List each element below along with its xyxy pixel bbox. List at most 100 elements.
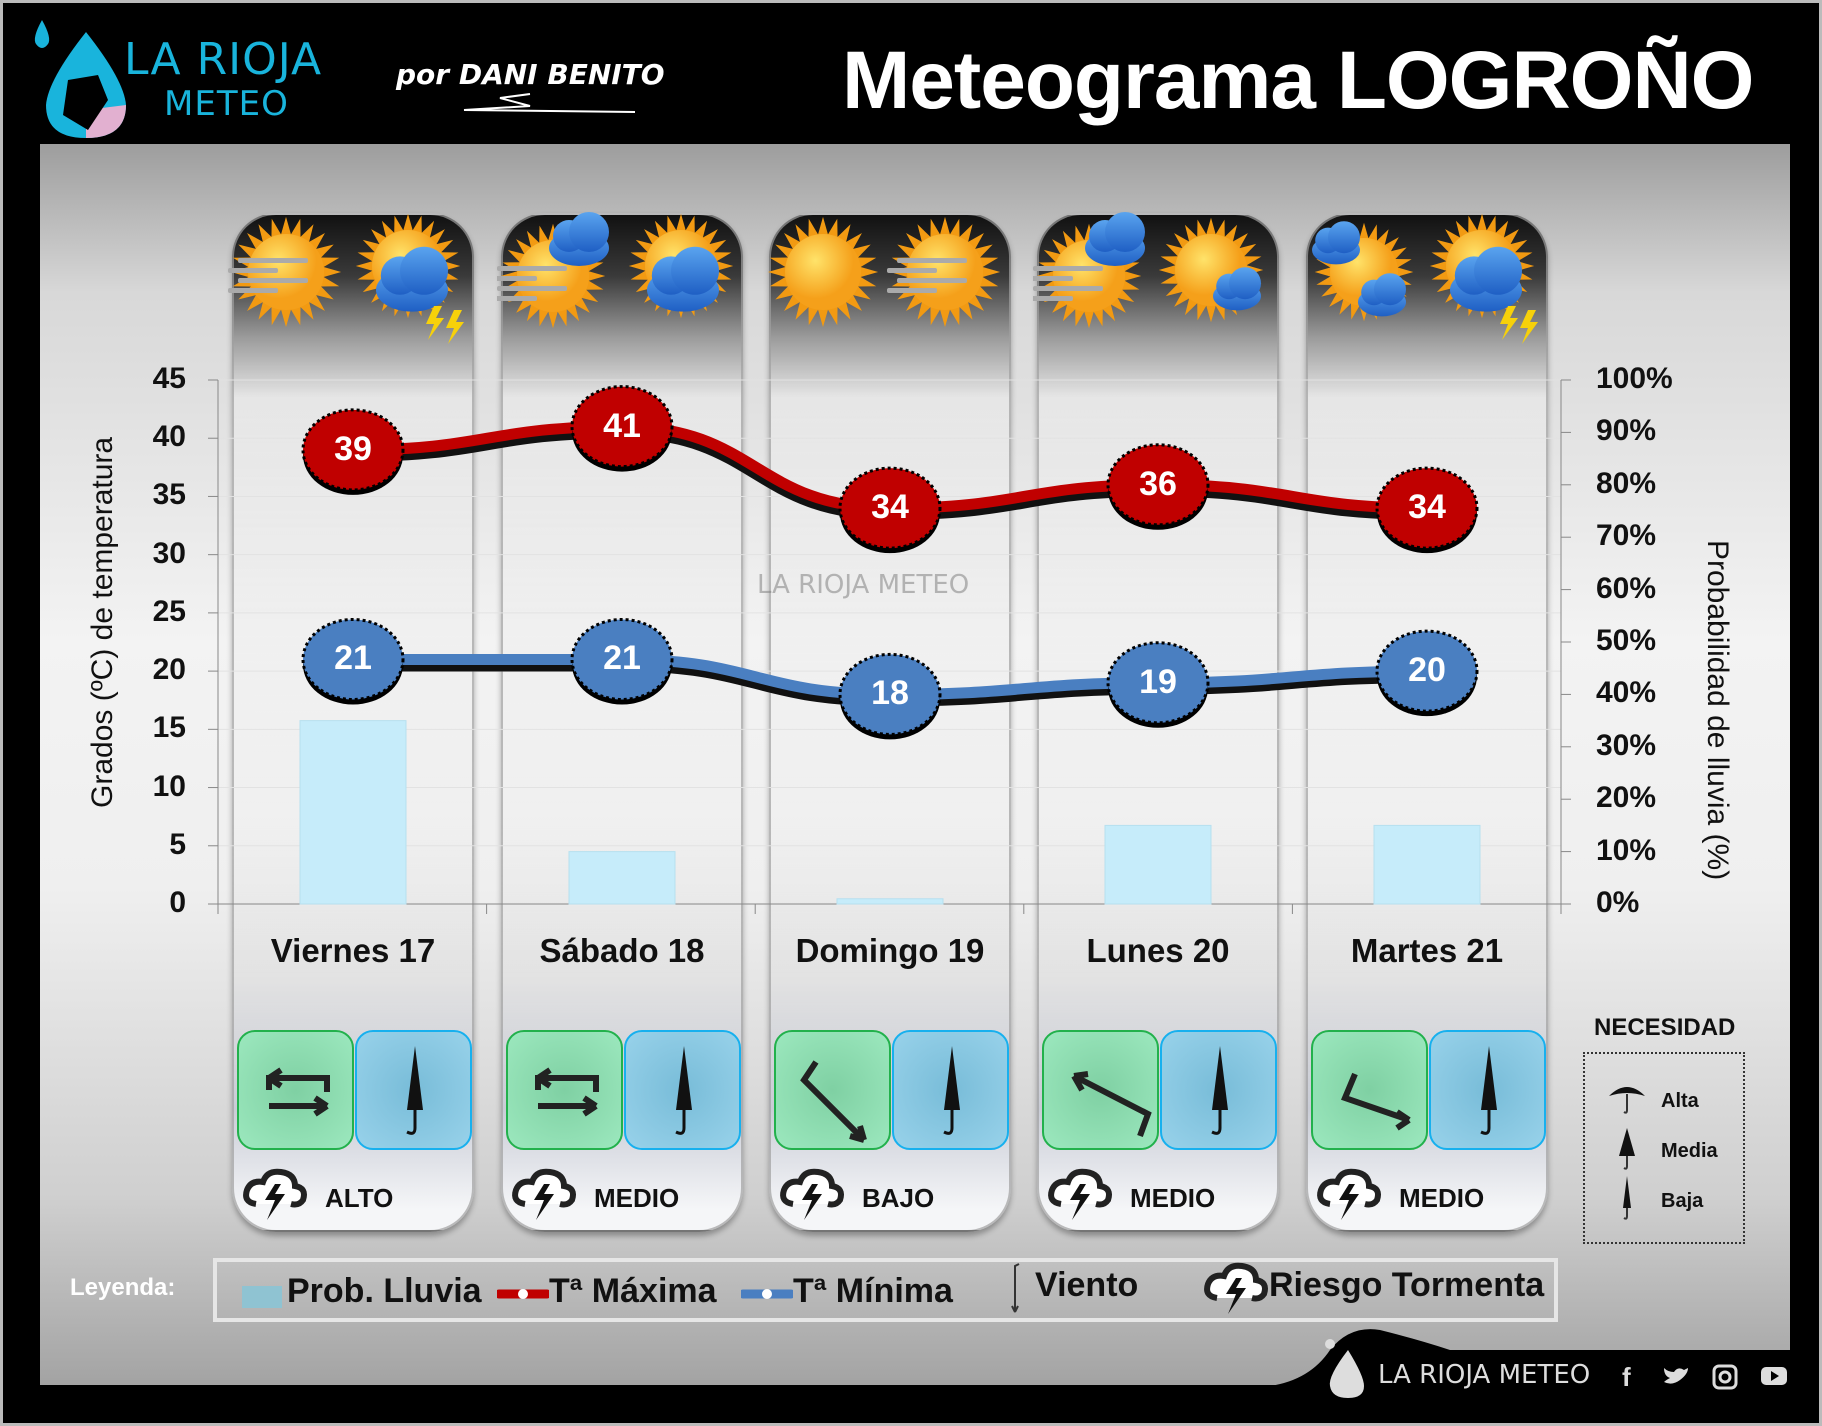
- storm-icon: [1046, 1166, 1116, 1228]
- partly-cloudy-storm-icon: [1429, 213, 1538, 344]
- logo-line1: LA RIOJA: [124, 34, 323, 85]
- tmax-value-label: 39: [334, 429, 372, 468]
- day-label: Lunes 20: [1086, 932, 1230, 969]
- day-label: Sábado 18: [539, 932, 705, 969]
- y-tick-label: 30: [152, 536, 186, 570]
- wind-box: [1311, 1030, 1428, 1150]
- y-tick-label: 35: [152, 478, 186, 512]
- y-tick-label: 45: [152, 362, 186, 395]
- umbrella-half-icon: [1619, 1128, 1635, 1170]
- umbrella-box: [1160, 1030, 1277, 1150]
- y-tick-label: 25: [152, 594, 186, 628]
- sun-fog-icon: [887, 216, 1001, 328]
- instagram-icon[interactable]: [1712, 1364, 1738, 1390]
- need-alta: Alta: [1661, 1090, 1699, 1112]
- y-right-tick-label: 0%: [1596, 886, 1640, 919]
- wind-variable-icon: [535, 1067, 599, 1117]
- day-label: Domingo 19: [795, 932, 985, 969]
- y-tick-label: 15: [152, 711, 186, 745]
- tmin-value-label: 21: [603, 639, 641, 678]
- y-right-tick-label: 100%: [1596, 362, 1673, 395]
- need-title: NECESIDAD: [1594, 1014, 1736, 1041]
- wind-box: [1042, 1030, 1159, 1150]
- sun-fog-cloud-icon: [497, 212, 609, 329]
- logo-line2: METEO: [164, 84, 289, 124]
- signature-underline: [463, 93, 636, 113]
- storm-icon: [1315, 1166, 1385, 1228]
- y-tick-label: 40: [152, 420, 186, 454]
- legend-tmax-swatch: [497, 1289, 549, 1299]
- y-right-tick-label: 20%: [1596, 781, 1657, 815]
- need-legend: Alta Media Baja: [1583, 1052, 1745, 1244]
- y-right-tick-label: 90%: [1596, 414, 1657, 448]
- umbrella-box: [355, 1030, 472, 1150]
- storm-icon: [778, 1166, 848, 1228]
- storm-icon: [241, 1166, 311, 1228]
- umbrella-baja-icon: [675, 1046, 692, 1135]
- tmax-value-label: 34: [1408, 488, 1446, 527]
- legend: Prob. Lluvia Tª Máxima Tª Mínima Viento …: [213, 1258, 1558, 1322]
- wind-arrow-icon: [1011, 1263, 1020, 1313]
- sunny-icon: [767, 216, 879, 328]
- storm-icon: [1204, 1262, 1268, 1314]
- storm-risk-label: MEDIO: [1399, 1183, 1485, 1213]
- storm-risk-label: ALTO: [325, 1183, 394, 1213]
- wind-arrow-northwest-icon: [1071, 1071, 1152, 1138]
- storm-risk-label: MEDIO: [1130, 1183, 1216, 1213]
- wind-box: [237, 1030, 354, 1150]
- umbrella-closed-icon: [1623, 1176, 1631, 1220]
- y-right-tick-label: 10%: [1596, 833, 1657, 867]
- wind-box: [506, 1030, 623, 1150]
- y-tick-label: 10: [152, 769, 186, 803]
- partly-cloudy-storm-icon: [355, 213, 464, 344]
- footer-brand: LA RIOJA METEO: [1378, 1360, 1591, 1390]
- y-axis-label: Grados (ºC) de temperatura: [86, 436, 119, 808]
- umbrella-box: [1429, 1030, 1546, 1150]
- sun-fog-icon: [228, 216, 342, 328]
- storm-risk-label: MEDIO: [594, 1183, 680, 1213]
- y-right-tick-label: 30%: [1596, 728, 1657, 762]
- y-axis-right-label: Probabilidad de lluvia (%): [1701, 539, 1734, 881]
- partly-cloudy-icon: [628, 213, 734, 319]
- sun-small-cloud-icon: [1158, 217, 1264, 323]
- y-right-tick-label: 70%: [1596, 519, 1657, 553]
- y-tick-label: 20: [152, 653, 186, 687]
- need-media: Media: [1661, 1140, 1718, 1162]
- tmax-value-label: 41: [603, 406, 641, 445]
- umbrella-baja-icon: [1211, 1046, 1228, 1135]
- y-right-tick-label: 40%: [1596, 676, 1657, 710]
- wind-box: [774, 1030, 891, 1150]
- tmax-value-label: 34: [871, 488, 909, 527]
- y-tick-label: 5: [169, 827, 186, 861]
- youtube-icon[interactable]: [1760, 1366, 1788, 1388]
- umbrella-open-icon: [1609, 1087, 1645, 1114]
- cloudy-sun-icon: [1312, 221, 1414, 322]
- y-right-tick-label: 80%: [1596, 466, 1657, 500]
- umbrella-box: [892, 1030, 1009, 1150]
- day-label: Viernes 17: [270, 932, 436, 969]
- wind-arrow-east-southeast-icon: [1341, 1072, 1411, 1131]
- need-baja: Baja: [1661, 1190, 1704, 1212]
- logo-drop-icon: [34, 20, 126, 138]
- umbrella-box: [624, 1030, 741, 1150]
- umbrella-baja-icon: [406, 1046, 423, 1135]
- legend-tmin: Tª Mínima: [793, 1272, 953, 1310]
- y-tick-label: 0: [169, 886, 186, 919]
- storm-icon: [510, 1166, 580, 1228]
- wind-variable-icon: [266, 1067, 330, 1117]
- legend-title: Leyenda:: [70, 1274, 176, 1301]
- storm-risk-label: BAJO: [862, 1183, 935, 1213]
- footer-logo-icon: [1325, 1339, 1364, 1398]
- author: por DANI BENITO: [396, 58, 665, 91]
- legend-rain: Prob. Lluvia: [287, 1272, 482, 1310]
- y-right-tick-label: 60%: [1596, 571, 1657, 605]
- day-label: Martes 21: [1350, 932, 1504, 969]
- tmin-value-label: 21: [334, 639, 372, 678]
- legend-tmin-swatch: [741, 1289, 793, 1299]
- twitter-icon[interactable]: [1662, 1366, 1690, 1388]
- tmin-value-label: 18: [871, 674, 909, 713]
- umbrella-baja-icon: [1480, 1046, 1497, 1135]
- legend-storm: Riesgo Tormenta: [1269, 1266, 1545, 1304]
- legend-wind: Viento: [1035, 1266, 1139, 1304]
- facebook-icon[interactable]: f: [1622, 1362, 1631, 1392]
